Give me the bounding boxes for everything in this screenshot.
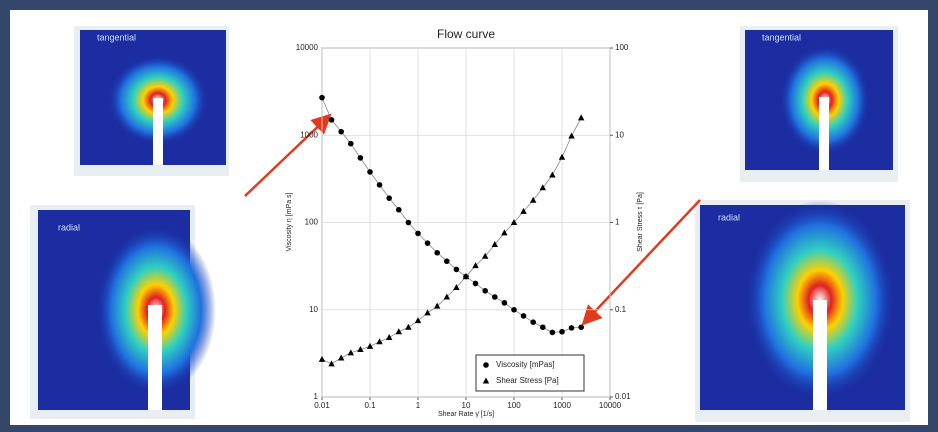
data-point (367, 169, 373, 175)
data-point (473, 281, 479, 287)
data-point (406, 220, 412, 226)
data-point (358, 155, 364, 161)
legend-marker (483, 362, 489, 368)
data-point (348, 141, 354, 147)
panel: tangential (74, 26, 229, 176)
x-tick-label: 100 (507, 401, 521, 410)
panel-label: tangential (762, 32, 801, 42)
x-tick-label: 0.01 (314, 401, 330, 410)
data-point (377, 182, 383, 188)
data-point (338, 129, 344, 135)
data-point (444, 258, 450, 264)
data-point (530, 319, 536, 325)
x-axis-label: Shear Rate γ̇ [1/s] (438, 411, 494, 418)
panel-label: tangential (97, 32, 136, 42)
data-point (521, 313, 527, 319)
page: {"chart_data": {"type": "line", "title":… (0, 0, 938, 432)
y2-tick-label: 10 (615, 130, 624, 139)
panel: radial (30, 205, 216, 419)
panel-label: radial (718, 212, 740, 222)
data-point (492, 294, 498, 300)
legend-label: Shear Stress [Pa] (496, 376, 559, 385)
y2-tick-label: 0.01 (615, 392, 631, 401)
data-point (569, 325, 575, 331)
data-point (511, 307, 517, 313)
panel-label: radial (58, 222, 80, 232)
data-point (482, 288, 488, 294)
y2-axis-label: Shear Stress τ [Pa] (637, 192, 644, 252)
data-point (434, 250, 440, 256)
data-point (540, 324, 546, 330)
data-point (396, 207, 402, 213)
data-point (454, 267, 460, 273)
data-point (425, 240, 431, 246)
x-tick-label: 1000 (553, 401, 571, 410)
data-point (550, 330, 556, 336)
data-point (386, 195, 392, 201)
data-point (502, 300, 508, 306)
legend-label: Viscosity [mPas] (496, 360, 555, 369)
y-tick-label: 10000 (296, 43, 319, 52)
data-point (559, 329, 565, 335)
data-point (329, 117, 335, 123)
x-tick-label: 10000 (599, 401, 622, 410)
data-point (415, 231, 421, 237)
y-tick-label: 100 (305, 218, 319, 227)
data-point (319, 95, 325, 101)
chart-title: Flow curve (437, 27, 495, 41)
y2-tick-label: 100 (615, 43, 629, 52)
y-tick-label: 1000 (300, 130, 318, 139)
x-tick-label: 10 (462, 401, 471, 410)
y-axis-label: Viscosity η [mPa s] (286, 192, 293, 251)
panel: radial (695, 200, 910, 422)
y-tick-label: 1 (314, 392, 319, 401)
panel: tangential (740, 26, 898, 182)
x-tick-label: 0.1 (364, 401, 376, 410)
y2-tick-label: 1 (615, 218, 620, 227)
data-point (578, 324, 584, 330)
y-tick-label: 10 (309, 305, 318, 314)
y2-tick-label: 0.1 (615, 305, 627, 314)
slide: tangential radial tangential radial Flow… (0, 0, 938, 432)
x-tick-label: 1 (416, 401, 421, 410)
